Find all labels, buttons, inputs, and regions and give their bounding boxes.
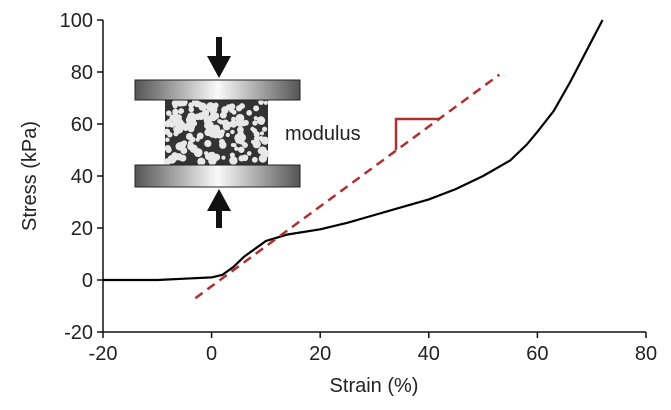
- grain: [252, 120, 258, 126]
- grain: [194, 113, 201, 121]
- grain: [197, 157, 206, 166]
- grain: [163, 158, 171, 166]
- x-tick-label: 40: [418, 343, 440, 365]
- grain: [242, 119, 249, 126]
- x-axis-label: Strain (%): [330, 375, 419, 397]
- grain: [241, 141, 247, 147]
- x-tick-label: 60: [526, 343, 548, 365]
- x-tick-label: -20: [89, 343, 118, 365]
- grain: [185, 132, 193, 141]
- fit-line: [194, 73, 501, 300]
- grain: [231, 109, 237, 115]
- x-tick-label: 0: [206, 343, 217, 365]
- grain: [204, 121, 212, 130]
- grain: [195, 137, 200, 142]
- grain: [209, 113, 217, 122]
- grain: [229, 152, 235, 158]
- grain: [238, 133, 247, 142]
- grain: [181, 140, 188, 146]
- grain: [258, 135, 264, 141]
- x-tick-label: 20: [309, 343, 331, 365]
- grain: [238, 103, 245, 110]
- grain: [179, 154, 187, 162]
- grain: [225, 132, 230, 138]
- grain: [246, 151, 252, 156]
- grain: [259, 131, 265, 136]
- y-tick-label: 80: [71, 62, 93, 84]
- grain: [166, 110, 172, 116]
- slope-triangle: [394, 117, 440, 150]
- annotation: modulus: [285, 123, 361, 145]
- grain: [238, 146, 245, 153]
- grain: [209, 108, 217, 115]
- grain: [258, 146, 267, 156]
- grain: [197, 101, 202, 106]
- y-tick-label: 100: [60, 10, 93, 32]
- y-axis-label: Stress (kPa): [19, 121, 41, 231]
- grain: [193, 148, 203, 158]
- data-line: [103, 19, 604, 282]
- grain: [230, 142, 235, 148]
- grain: [210, 152, 215, 158]
- grain: [261, 126, 268, 132]
- grain: [229, 119, 238, 128]
- x-tick-label: 80: [635, 343, 657, 365]
- grain: [258, 99, 264, 105]
- grain: [174, 130, 179, 135]
- grain: [256, 116, 266, 125]
- top-platen: [134, 79, 301, 101]
- grain: [172, 103, 178, 109]
- grain: [187, 142, 195, 150]
- grain: [253, 116, 258, 121]
- y-tick-label: 20: [71, 218, 93, 240]
- grain: [221, 119, 230, 127]
- grain: [250, 139, 256, 144]
- grain: [187, 116, 197, 126]
- grain: [176, 118, 184, 126]
- grain: [204, 151, 209, 156]
- grain: [188, 106, 195, 113]
- grain: [180, 147, 188, 154]
- y-tick-label: 40: [71, 166, 93, 188]
- y-tick-label: 0: [82, 270, 93, 292]
- y-tick-label: -20: [64, 322, 93, 344]
- arrow-head: [207, 189, 231, 211]
- y-tick-label: 60: [71, 114, 93, 136]
- sample-grains: [163, 98, 270, 166]
- grain: [217, 119, 222, 124]
- inset-diagram: [134, 37, 301, 228]
- grain: [234, 146, 239, 151]
- grain: [165, 137, 170, 143]
- grain: [253, 105, 260, 112]
- grain: [230, 129, 235, 135]
- grain: [246, 110, 253, 116]
- grain: [212, 125, 220, 133]
- bottom-platen: [134, 164, 301, 188]
- grain: [263, 100, 268, 105]
- grain: [176, 98, 185, 107]
- grain: [219, 111, 227, 119]
- grain: [229, 156, 238, 165]
- grain: [219, 141, 227, 149]
- grain: [221, 155, 226, 160]
- grain: [253, 131, 260, 138]
- grain: [236, 119, 241, 124]
- grain: [238, 155, 245, 162]
- grain: [204, 139, 212, 148]
- grain: [253, 135, 260, 142]
- arrow-head: [207, 56, 231, 78]
- grain: [163, 128, 171, 135]
- grain: [260, 153, 266, 160]
- grain: [251, 156, 258, 163]
- grain: [169, 114, 176, 121]
- grain: [250, 126, 255, 132]
- grain: [178, 108, 185, 114]
- grain: [165, 146, 172, 154]
